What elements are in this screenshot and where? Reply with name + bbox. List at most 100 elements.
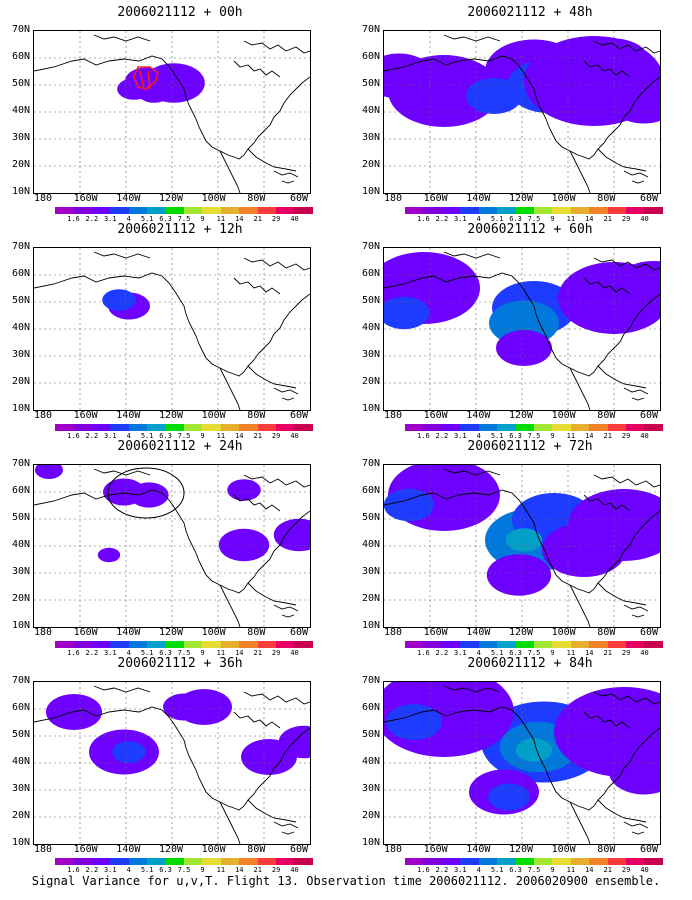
colorbar-label: 14: [585, 432, 594, 440]
colorbar-label: 3.1: [453, 866, 467, 874]
coastline: [243, 691, 310, 705]
latitude-label: 40N: [11, 756, 30, 767]
longitude-label: 140W: [466, 844, 491, 855]
latitude-label: 60N: [11, 702, 30, 713]
colorbar-swatch: [441, 641, 461, 648]
colorbar-label: 7.5: [527, 215, 541, 223]
colorbar-swatch: [478, 641, 498, 648]
colorbar-label: 2.2: [85, 866, 99, 874]
variance-contour: [612, 261, 660, 315]
colorbar-swatch: [533, 858, 553, 865]
colorbar-swatch: [73, 207, 92, 214]
coastline: [34, 706, 310, 811]
latitude-label: 60N: [11, 485, 30, 496]
variance-contour: [488, 783, 530, 811]
latitude-label: 50N: [361, 512, 380, 523]
coastline: [443, 685, 501, 693]
colorbar-swatch: [460, 207, 479, 214]
coastline: [219, 584, 241, 627]
variance-contour: [384, 488, 435, 522]
colorbar-label: 6.3: [509, 866, 522, 874]
coastline: [593, 691, 660, 705]
colorbar-swatch: [239, 207, 258, 214]
variance-contour: [129, 482, 169, 508]
colorbar: [55, 858, 313, 865]
colorbar-swatch: [405, 207, 424, 214]
longitude-label: 120W: [508, 844, 534, 855]
latitude-label: 40N: [361, 756, 380, 767]
longitude-label: 120W: [158, 193, 184, 204]
latitude-label: 30N: [11, 132, 30, 143]
colorbar-swatch: [220, 858, 240, 865]
colorbar-label: 29: [621, 432, 631, 440]
colorbar-label: 5.1: [490, 215, 504, 223]
latitude-label: 10N: [361, 186, 380, 197]
longitude-label: 160W: [73, 193, 98, 204]
coastline: [443, 468, 501, 476]
colorbar-swatch: [55, 424, 74, 431]
colorbar-swatch: [294, 858, 313, 865]
latitude-label: 10N: [361, 620, 380, 631]
longitude-label: 140W: [116, 193, 141, 204]
coastline: [273, 387, 299, 395]
figure-caption: Signal Variance for u,v,T. Flight 13. Ob…: [31, 874, 661, 888]
map-panel: 2006021112 + 60h 70N 60N 50N 40N 30N 20N 10N 180…: [350, 222, 680, 440]
map-canvas: [384, 465, 660, 627]
variance-contour: [35, 465, 63, 479]
colorbar-label: 21: [253, 215, 262, 223]
colorbar-swatch: [644, 858, 663, 865]
map-panel: 2006021112 + 00h 70N 60N 50N 40N 30N 20N 10N 180…: [0, 5, 330, 223]
latitude-label: 30N: [11, 783, 30, 794]
map-canvas: [34, 31, 310, 193]
longitude-label: 80W: [597, 410, 616, 421]
colorbar-label: 29: [621, 215, 631, 223]
colorbar-swatch: [202, 424, 221, 431]
colorbar-swatch: [533, 641, 553, 648]
colorbar-swatch: [626, 858, 645, 865]
longitude-label: 180: [33, 410, 53, 421]
coastline: [593, 474, 660, 488]
longitude-label: 140W: [116, 410, 141, 421]
colorbar-swatch: [460, 641, 479, 648]
colorbar-swatch: [73, 858, 92, 865]
map-panel: 2006021112 + 48h 70N 60N 50N 40N 30N 20N 10N 180…: [350, 5, 680, 223]
coastline: [281, 614, 295, 618]
latitude-label: 60N: [361, 268, 380, 279]
coastline: [593, 257, 660, 271]
longitude-label: 180: [33, 193, 53, 204]
longitude-label: 120W: [158, 844, 184, 855]
colorbar-swatch: [128, 641, 148, 648]
coastline: [631, 397, 645, 401]
longitude-label: 120W: [508, 193, 534, 204]
colorbar-swatch: [165, 424, 184, 431]
colorbar-label: 40: [290, 215, 299, 223]
colorbar-swatch: [55, 207, 74, 214]
colorbar-label: 21: [603, 432, 612, 440]
colorbar-swatch: [570, 424, 590, 431]
colorbar-swatch: [276, 424, 295, 431]
colorbar-label: 9: [550, 866, 555, 874]
latitude-label: 30N: [361, 132, 380, 143]
latitude-label: 10N: [11, 620, 30, 631]
colorbar-swatch: [128, 207, 148, 214]
panel-title: 2006021112 + 36h: [117, 656, 243, 671]
latitude-label: 20N: [11, 376, 30, 387]
colorbar-swatch: [405, 424, 424, 431]
latitude-label: 70N: [11, 24, 30, 35]
coastline: [233, 60, 281, 78]
coastline: [219, 801, 241, 844]
colorbar-swatch: [110, 641, 129, 648]
colorbar-swatch: [110, 424, 129, 431]
colorbar-swatch: [589, 207, 608, 214]
colorbar-swatch: [552, 858, 571, 865]
coastline: [281, 831, 295, 835]
latitude-label: 70N: [361, 675, 380, 686]
colorbar-label: 6.3: [159, 432, 172, 440]
latitude-label: 10N: [361, 837, 380, 848]
colorbar-swatch: [73, 424, 92, 431]
panel-title: 2006021112 + 12h: [117, 222, 243, 237]
longitude-label: 60W: [289, 627, 309, 638]
map-frame: [383, 681, 661, 845]
coastline: [569, 150, 591, 193]
colorbar-swatch: [478, 858, 498, 865]
